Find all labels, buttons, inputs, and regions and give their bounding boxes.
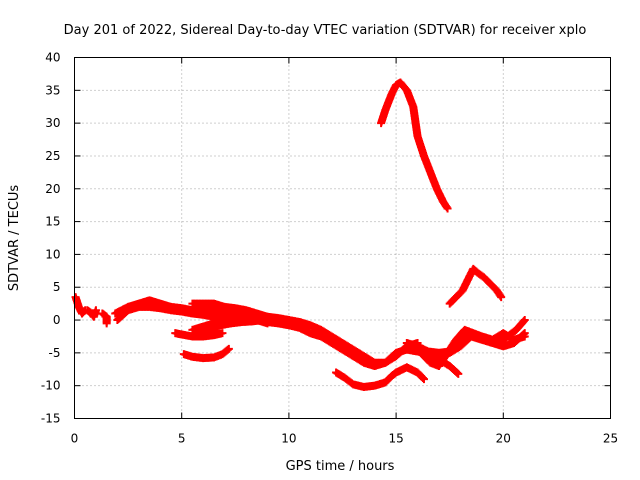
series-seg-low	[332, 363, 428, 391]
y-tick-label: -15	[41, 412, 61, 426]
series-seg-bump	[445, 264, 506, 308]
data-point	[224, 344, 233, 353]
y-tick-label: -10	[41, 379, 61, 393]
x-tick-label: 15	[388, 432, 403, 446]
data-point	[520, 316, 529, 325]
series-seg-early-3	[98, 309, 111, 328]
data-marks	[71, 78, 529, 391]
data-point	[520, 329, 529, 338]
y-tick-label: 15	[45, 215, 60, 229]
x-tick-label: 20	[496, 432, 511, 446]
series-seg-early-1	[71, 293, 90, 318]
x-tick-label: 5	[178, 432, 186, 446]
y-tick-label: -5	[49, 346, 61, 360]
data-point	[295, 319, 304, 328]
data-point	[291, 321, 300, 330]
data-point	[443, 204, 452, 213]
y-axis-label: SDTVAR / TECUs	[7, 185, 22, 292]
y-tick-label: 10	[45, 247, 60, 261]
x-axis-label: GPS time / hours	[286, 459, 395, 474]
x-tick-label: 25	[603, 432, 618, 446]
y-tick-label: 35	[45, 83, 60, 97]
series-seg-lowleft-2	[179, 344, 233, 363]
series-seg-early-2	[83, 306, 100, 321]
plot-frame	[74, 57, 611, 419]
x-tick-label: 0	[71, 432, 79, 446]
series-seg-late-3	[434, 329, 529, 361]
data-point	[91, 306, 100, 315]
series-seg-upper	[377, 78, 452, 213]
series-seg-main-b	[113, 302, 422, 370]
series-seg-lowleft-1	[171, 329, 227, 341]
data-point	[102, 319, 111, 328]
y-tick-label: 30	[45, 116, 60, 130]
y-tick-label: 5	[53, 280, 61, 294]
data-point	[497, 293, 506, 302]
data-point	[454, 369, 463, 378]
series-seg-late-4	[424, 352, 463, 378]
y-tick-label: 20	[45, 182, 60, 196]
data-point	[263, 319, 272, 328]
axis-ticks: 0 5 10 15 20 25 -15 -10 -5 0 5 10 15 20 25 30 35 40	[41, 51, 618, 446]
y-tick-label: 25	[45, 149, 60, 163]
data-point	[218, 329, 227, 338]
chart-title: Day 201 of 2022, Sidereal Day-to-day VTE…	[64, 23, 587, 38]
x-tick-label: 10	[281, 432, 296, 446]
y-tick-label: 0	[53, 313, 61, 327]
data-point	[419, 375, 428, 384]
series-seg-mid-3	[188, 312, 272, 334]
y-tick-label: 40	[45, 51, 60, 65]
